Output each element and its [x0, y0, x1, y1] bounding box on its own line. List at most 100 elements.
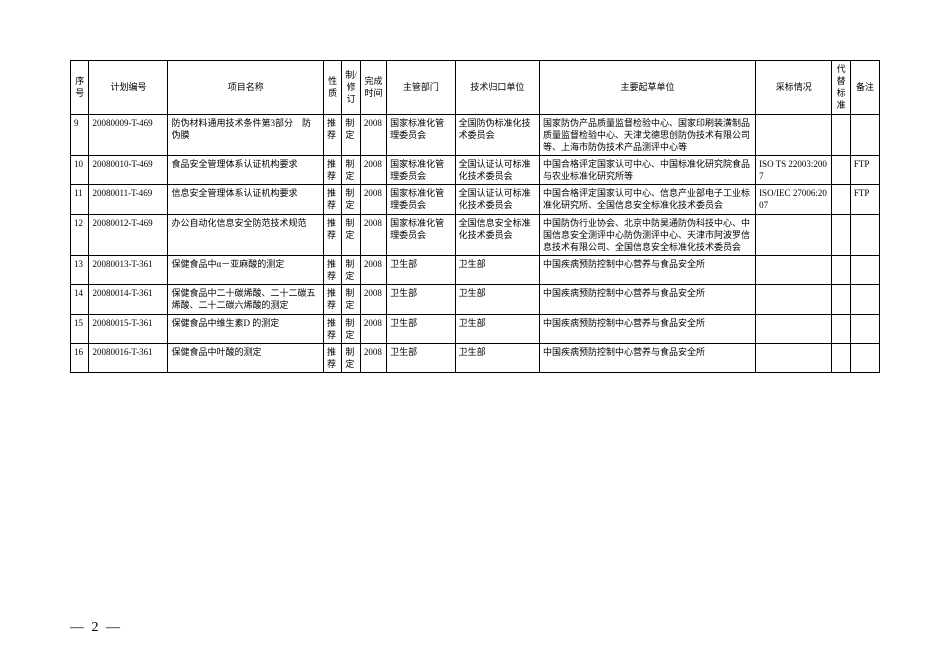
table-row: 920080009-T-469防伪材料通用技术条件第3部分 防伪膜推荐制定200…: [71, 114, 880, 155]
table-cell: 20080011-T-469: [89, 185, 168, 214]
table-cell: [832, 255, 850, 284]
table-cell: 食品安全管理体系认证机构要求: [168, 155, 323, 184]
table-cell: 防伪材料通用技术条件第3部分 防伪膜: [168, 114, 323, 155]
page-number: — 2 —: [70, 620, 122, 636]
table-cell: [832, 114, 850, 155]
table-cell: 推荐: [323, 255, 341, 284]
table-row: 1420080014-T-361保健食品中二十碳烯酸、二十二碳五烯酸、二十二碳六…: [71, 285, 880, 314]
table-cell: 国家标准化管理委员会: [387, 214, 456, 255]
col-draft: 主要起草单位: [539, 61, 755, 115]
table-cell: 推荐: [323, 185, 341, 214]
table-cell: 卫生部: [387, 255, 456, 284]
table-cell: 保健食品中叶酸的测定: [168, 343, 323, 372]
table-cell: ISO/IEC 27006:2007: [756, 185, 832, 214]
table-cell: 2008: [360, 314, 386, 343]
col-tech: 技术归口单位: [455, 61, 539, 115]
table-row: 1020080010-T-469食品安全管理体系认证机构要求推荐制定2008国家…: [71, 155, 880, 184]
table-cell: 制定: [342, 114, 360, 155]
table-cell: 推荐: [323, 114, 341, 155]
table-cell: 卫生部: [455, 285, 539, 314]
table-cell: 20080012-T-469: [89, 214, 168, 255]
table-cell: 保健食品中二十碳烯酸、二十二碳五烯酸、二十二碳六烯酸的测定: [168, 285, 323, 314]
table-cell: [756, 343, 832, 372]
table-cell: 制定: [342, 314, 360, 343]
table-cell: 卫生部: [387, 285, 456, 314]
table-cell: 中国合格评定国家认可中心、中国标准化研究院食品与农业标准化研究所等: [539, 155, 755, 184]
table-row: 1120080011-T-469信息安全管理体系认证机构要求推荐制定2008国家…: [71, 185, 880, 214]
table-cell: 保健食品中α－亚麻酸的测定: [168, 255, 323, 284]
table-cell: 推荐: [323, 285, 341, 314]
table-cell: 制定: [342, 255, 360, 284]
table-cell: 20080009-T-469: [89, 114, 168, 155]
table-cell: 2008: [360, 255, 386, 284]
table-cell: 2008: [360, 285, 386, 314]
table-cell: 卫生部: [455, 343, 539, 372]
table-cell: 国家标准化管理委员会: [387, 155, 456, 184]
col-adopt: 采标情况: [756, 61, 832, 115]
table-cell: [832, 343, 850, 372]
table-body: 920080009-T-469防伪材料通用技术条件第3部分 防伪膜推荐制定200…: [71, 114, 880, 373]
table-cell: 中国疾病预防控制中心营养与食品安全所: [539, 314, 755, 343]
table-cell: 推荐: [323, 314, 341, 343]
table-cell: 卫生部: [387, 343, 456, 372]
table-cell: [832, 285, 850, 314]
table-cell: [850, 314, 879, 343]
table-row: 1320080013-T-361保健食品中α－亚麻酸的测定推荐制定2008卫生部…: [71, 255, 880, 284]
table-cell: 卫生部: [455, 255, 539, 284]
table-cell: 信息安全管理体系认证机构要求: [168, 185, 323, 214]
table-cell: [850, 255, 879, 284]
col-plan: 计划编号: [89, 61, 168, 115]
col-sub: 代替标准: [832, 61, 850, 115]
table-cell: FTP: [850, 185, 879, 214]
table-cell: 制定: [342, 285, 360, 314]
table-cell: 16: [71, 343, 89, 372]
table-header: 序号 计划编号 项目名称 性质 制/修订 完成时间 主管部门 技术归口单位 主要…: [71, 61, 880, 115]
table-cell: 10: [71, 155, 89, 184]
table-cell: 20080014-T-361: [89, 285, 168, 314]
standards-table: 序号 计划编号 项目名称 性质 制/修订 完成时间 主管部门 技术归口单位 主要…: [70, 60, 880, 373]
table-cell: 国家防伪产品质量监督检验中心、国家印刷装潢制品质量监督检验中心、天津戈德思创防伪…: [539, 114, 755, 155]
table-cell: 卫生部: [455, 314, 539, 343]
table-cell: 2008: [360, 343, 386, 372]
table-cell: 15: [71, 314, 89, 343]
table-cell: 20080015-T-361: [89, 314, 168, 343]
table-cell: 制定: [342, 155, 360, 184]
col-done: 完成时间: [360, 61, 386, 115]
table-cell: [850, 214, 879, 255]
table-cell: 推荐: [323, 155, 341, 184]
table-cell: 2008: [360, 114, 386, 155]
table-cell: 国家标准化管理委员会: [387, 185, 456, 214]
table-cell: 20080010-T-469: [89, 155, 168, 184]
table-cell: ISO TS 22003:2007: [756, 155, 832, 184]
table-cell: [832, 155, 850, 184]
table-row: 1520080015-T-361保健食品中维生素D 的测定推荐制定2008卫生部…: [71, 314, 880, 343]
table-cell: 制定: [342, 214, 360, 255]
table-row: 1620080016-T-361保健食品中叶酸的测定推荐制定2008卫生部卫生部…: [71, 343, 880, 372]
col-name: 项目名称: [168, 61, 323, 115]
table-cell: 推荐: [323, 343, 341, 372]
table-cell: [832, 214, 850, 255]
table-cell: 全国信息安全标准化技术委员会: [455, 214, 539, 255]
table-cell: 办公自动化信息安全防范技术规范: [168, 214, 323, 255]
table-cell: 中国防伪行业协会、北京中防昊通防伪科技中心、中国信息安全测评中心防伪测评中心、天…: [539, 214, 755, 255]
table-cell: 制定: [342, 343, 360, 372]
table-cell: [850, 285, 879, 314]
table-cell: FTP: [850, 155, 879, 184]
table-cell: [756, 314, 832, 343]
col-rev: 制/修订: [342, 61, 360, 115]
col-nat: 性质: [323, 61, 341, 115]
table-cell: [756, 255, 832, 284]
table-cell: 全国认证认可标准化技术委员会: [455, 155, 539, 184]
table-cell: 中国疾病预防控制中心营养与食品安全所: [539, 255, 755, 284]
table-cell: [832, 314, 850, 343]
table-cell: 2008: [360, 185, 386, 214]
table-cell: 国家标准化管理委员会: [387, 114, 456, 155]
table-cell: 2008: [360, 155, 386, 184]
table-cell: [756, 214, 832, 255]
table-cell: 卫生部: [387, 314, 456, 343]
table-cell: [850, 343, 879, 372]
table-cell: 13: [71, 255, 89, 284]
table-cell: 20080013-T-361: [89, 255, 168, 284]
table-cell: [832, 185, 850, 214]
table-cell: 中国疾病预防控制中心营养与食品安全所: [539, 285, 755, 314]
